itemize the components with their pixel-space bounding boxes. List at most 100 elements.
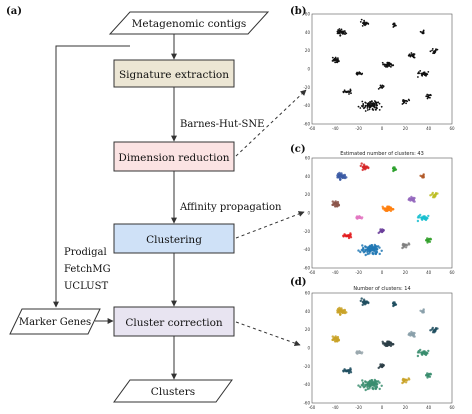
scatter-point	[388, 342, 391, 345]
scatter-point	[349, 236, 353, 239]
y-tick-label: 20	[305, 48, 311, 53]
scatter-point	[402, 99, 405, 101]
plot-c-title: Estimated number of clusters: 43	[340, 151, 424, 157]
plot-c-points	[331, 162, 439, 257]
scatter-point	[422, 30, 425, 32]
scatter-point	[393, 25, 395, 28]
scatter-point	[382, 342, 386, 345]
scatter-point	[337, 59, 339, 62]
scatter-point	[359, 164, 362, 168]
scatter-point	[380, 384, 383, 387]
scatter-point	[408, 378, 411, 381]
scatter-point	[419, 174, 422, 177]
scatter-point	[376, 104, 378, 107]
scatter-point	[339, 34, 342, 37]
scatter-point	[359, 250, 362, 254]
scatter-point	[364, 380, 367, 384]
scatter-point	[413, 56, 416, 59]
scatter-point	[331, 200, 334, 203]
scatter-point	[383, 63, 385, 66]
scatter-point	[409, 333, 412, 336]
scatter-point	[416, 219, 420, 223]
scatter-point	[380, 249, 383, 252]
y-tick-label: -20	[303, 85, 310, 90]
y-tick-label: -60	[303, 266, 310, 271]
scatter-point	[427, 71, 430, 73]
panel-label-d: (d)	[290, 277, 306, 288]
scatter-point	[361, 244, 364, 247]
scatter-point	[386, 344, 389, 347]
scatter-point	[357, 105, 360, 108]
scatter-point	[425, 75, 427, 77]
plot-d: Number of clusters: 14 -60 -40 -20 0 20 40 60 …	[303, 286, 455, 410]
scatter-point	[374, 101, 377, 103]
scatter-point	[433, 329, 436, 332]
scatter-point	[332, 337, 336, 341]
scatter-point	[436, 48, 439, 51]
scatter-point	[423, 72, 426, 75]
x-tick-label: 60	[449, 405, 455, 410]
scatter-point	[429, 96, 431, 99]
scatter-point	[332, 202, 336, 206]
scatter-point	[408, 99, 411, 102]
scatter-point	[363, 165, 367, 169]
scatter-point	[401, 246, 404, 250]
y-tick-label: 20	[305, 192, 311, 197]
scatter-point	[371, 386, 374, 390]
scatter-point	[339, 173, 342, 176]
scatter-point	[357, 216, 360, 219]
scatter-point	[392, 343, 395, 346]
x-tick-label: 40	[426, 405, 432, 410]
x-tick-label: -60	[309, 270, 316, 275]
scatter-point	[362, 382, 365, 386]
edge-label-tool-3: UCLUST	[64, 281, 108, 292]
scatter-point	[425, 374, 428, 377]
scatter-point	[409, 198, 412, 201]
scatter-point	[430, 328, 434, 331]
scatter-point	[361, 100, 364, 103]
scatter-point	[392, 304, 396, 307]
plot-b-points	[331, 18, 439, 112]
input-node-shape	[108, 11, 270, 35]
scatter-point	[430, 193, 434, 196]
scatter-point	[333, 59, 335, 61]
scatter-point	[337, 29, 339, 31]
scatter-point	[433, 194, 436, 197]
scatter-point	[364, 110, 367, 112]
scatter-point	[364, 388, 367, 392]
scatter-point	[373, 250, 376, 253]
scatter-point	[386, 342, 389, 345]
scatter-point	[343, 369, 347, 372]
scatter-point	[419, 351, 423, 354]
plot-b: -60 -40 -20 0 20 40 60 60 40 20 0 -20 -40 -60	[303, 12, 455, 132]
plot-d-title: Number of clusters: 14	[353, 286, 410, 292]
scatter-point	[377, 88, 380, 90]
scatter-point	[360, 18, 363, 21]
scatter-point	[366, 384, 370, 387]
y-tick-label: 40	[305, 30, 311, 35]
scatter-point	[362, 22, 365, 25]
scatter-point	[394, 303, 398, 306]
scatter-point	[374, 244, 377, 248]
plot-c: Estimated number of clusters: 43 -60 -40 -…	[303, 151, 455, 275]
scatter-point	[361, 168, 364, 172]
clustering-node-label: Clustering	[146, 234, 202, 246]
plot-c-xticks: -60 -40 -20 0 20 40 60	[309, 270, 455, 275]
scatter-point	[417, 76, 419, 78]
scatter-point	[429, 238, 433, 241]
dimension-node-shape	[113, 141, 235, 172]
scatter-point	[377, 101, 380, 104]
scatter-point	[377, 380, 380, 383]
scatter-point	[348, 93, 350, 95]
x-tick-label: -40	[332, 270, 339, 275]
x-tick-label: -20	[355, 405, 362, 410]
y-tick-label: -40	[303, 382, 310, 387]
scatter-point	[369, 100, 371, 103]
dashed-arrow-d	[235, 321, 301, 346]
scatter-point	[382, 364, 385, 367]
scatter-point	[341, 174, 344, 177]
y-tick-label: -20	[303, 364, 310, 369]
scatter-point	[401, 381, 404, 385]
scatter-point	[373, 385, 376, 388]
scatter-point	[426, 97, 429, 100]
